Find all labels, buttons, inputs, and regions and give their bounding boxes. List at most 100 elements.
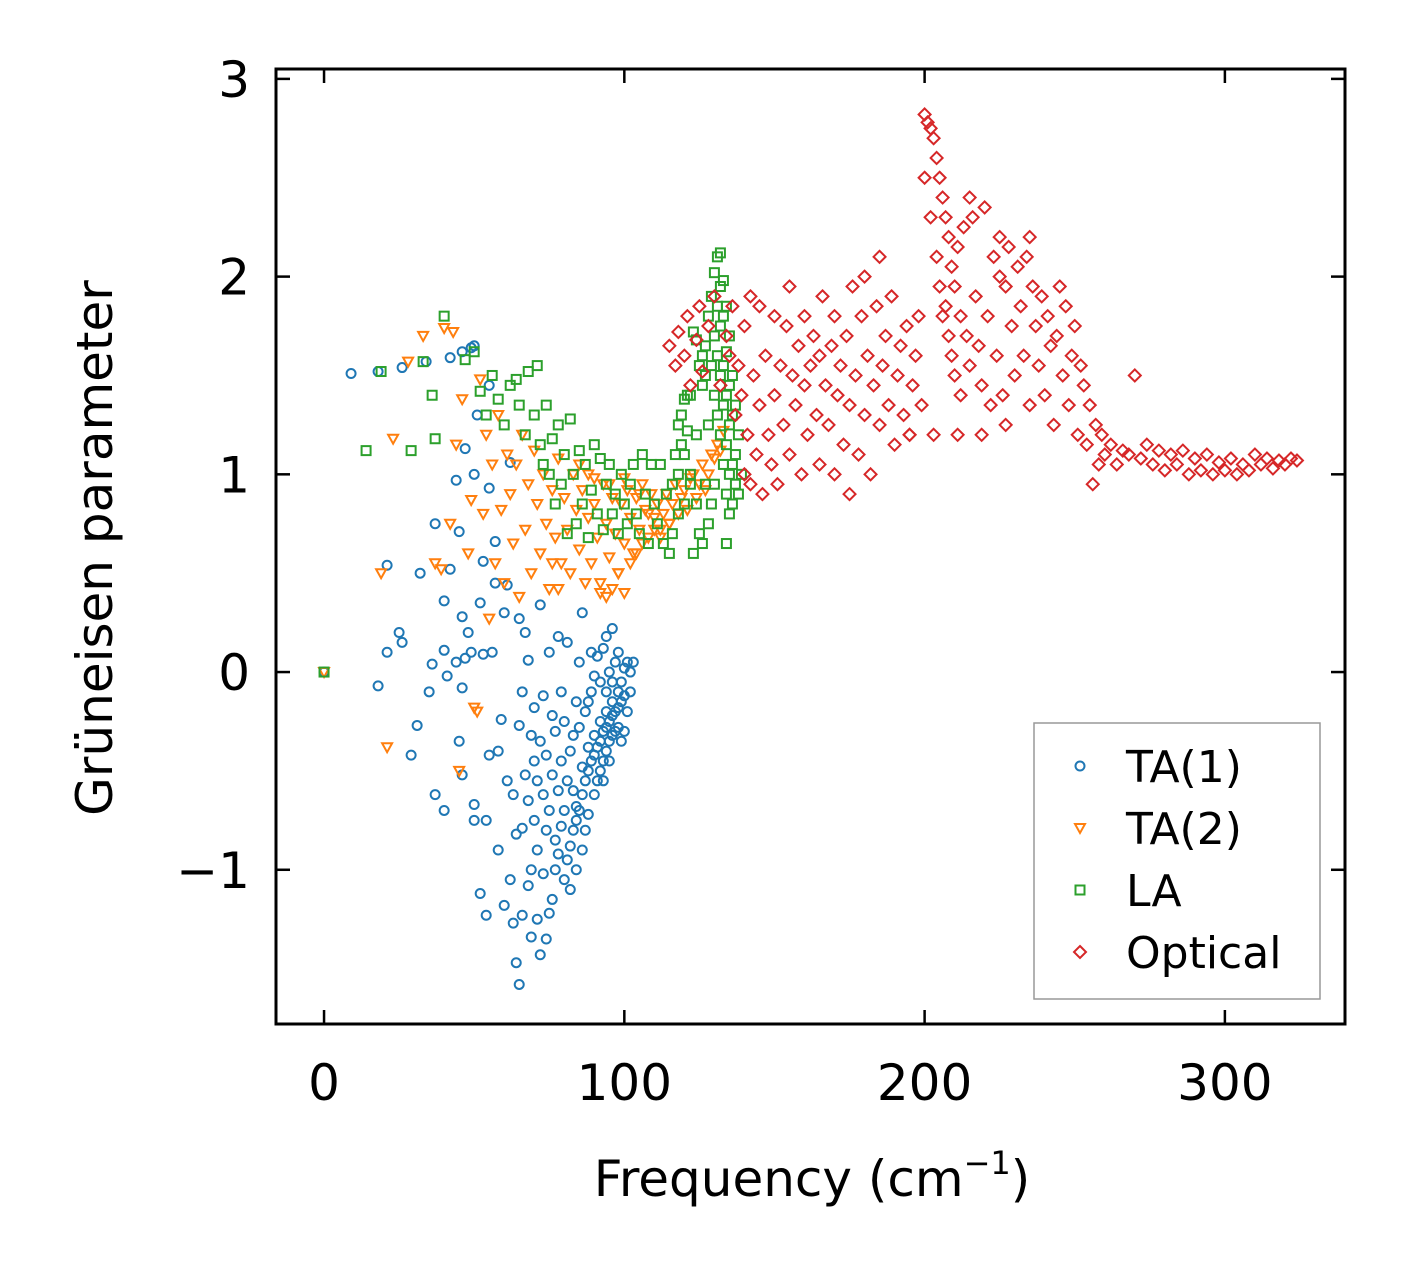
data-point (1025, 279, 1041, 294)
data-point (752, 397, 767, 413)
data-point (905, 377, 921, 393)
data-point (567, 468, 579, 480)
data-point (570, 864, 582, 876)
data-point (546, 433, 558, 445)
data-point (480, 409, 492, 421)
data-point (437, 323, 451, 336)
data-point (1121, 447, 1137, 462)
data-point (732, 429, 744, 441)
data-point (785, 368, 800, 383)
data-point (1151, 443, 1167, 459)
data-point (1103, 437, 1119, 453)
data-point (534, 949, 546, 961)
data-point (720, 488, 732, 500)
data-point (1049, 328, 1065, 344)
data-point (374, 568, 388, 581)
data-point (708, 389, 720, 401)
data-point (1064, 348, 1080, 364)
data-point (815, 288, 830, 304)
data-point (1016, 348, 1032, 364)
data-point (468, 799, 480, 811)
data-point (851, 447, 866, 462)
data-point (687, 547, 699, 559)
data-point (527, 445, 541, 458)
series-ta-2 (317, 323, 731, 778)
data-point (719, 328, 734, 344)
data-point (944, 259, 960, 275)
data-point (1022, 229, 1038, 245)
data-point (546, 893, 558, 905)
data-point (569, 504, 583, 517)
y-tick-label: −1 (176, 842, 250, 900)
data-point (1193, 462, 1209, 478)
data-point (696, 538, 708, 550)
legend-marker (1074, 884, 1086, 896)
data-point (696, 379, 708, 391)
data-point (605, 584, 620, 597)
data-point (441, 670, 453, 682)
data-point (488, 558, 502, 571)
data-point (480, 814, 492, 826)
data-point (737, 466, 752, 482)
data-point (657, 538, 669, 550)
data-point (386, 433, 400, 446)
data-point (887, 437, 902, 453)
data-point (624, 686, 636, 698)
data-point (661, 338, 677, 354)
data-point (621, 656, 633, 668)
data-point (555, 478, 567, 490)
data-point (597, 755, 609, 767)
data-point (779, 318, 794, 334)
x-axis-label: Frequency (cm−1) (594, 1144, 1031, 1208)
data-point (711, 409, 723, 421)
data-point (539, 518, 553, 531)
data-point (420, 356, 432, 368)
data-point (558, 715, 570, 727)
data-point (482, 613, 496, 626)
data-point (812, 457, 827, 472)
data-point (1217, 462, 1233, 478)
data-point (585, 484, 597, 496)
data-point (449, 439, 463, 452)
data-point (537, 458, 549, 470)
data-point (932, 279, 948, 294)
data-point (510, 373, 522, 385)
data-point (1265, 460, 1281, 476)
data-point (618, 498, 630, 510)
data-point (902, 427, 918, 443)
data-point (560, 524, 574, 537)
data-point (1082, 397, 1098, 413)
data-point (830, 387, 845, 403)
data-point (917, 170, 933, 186)
data-point (706, 288, 722, 304)
data-point (477, 648, 489, 660)
data-point (1085, 476, 1101, 492)
data-point (597, 524, 609, 536)
data-point (797, 308, 812, 324)
data-point (1010, 259, 1026, 275)
data-point (729, 478, 741, 490)
data-point (548, 532, 562, 545)
data-point (483, 379, 495, 391)
data-point (863, 466, 878, 482)
data-point (672, 508, 684, 520)
data-point (1115, 443, 1131, 459)
x-axis-label-exponent: −1 (964, 1144, 1011, 1182)
data-point (665, 498, 680, 512)
data-point (537, 690, 549, 702)
data-point (836, 437, 851, 453)
data-point (473, 374, 487, 387)
data-point (654, 458, 666, 470)
data-point (612, 528, 624, 540)
data-point (636, 449, 648, 461)
data-point (717, 310, 729, 322)
data-point (546, 769, 558, 781)
data-point (444, 352, 456, 364)
data-point (648, 498, 660, 510)
data-point (833, 358, 848, 373)
data-point (462, 627, 474, 639)
data-point (380, 742, 394, 755)
data-point (504, 874, 516, 886)
data-point (593, 578, 608, 591)
